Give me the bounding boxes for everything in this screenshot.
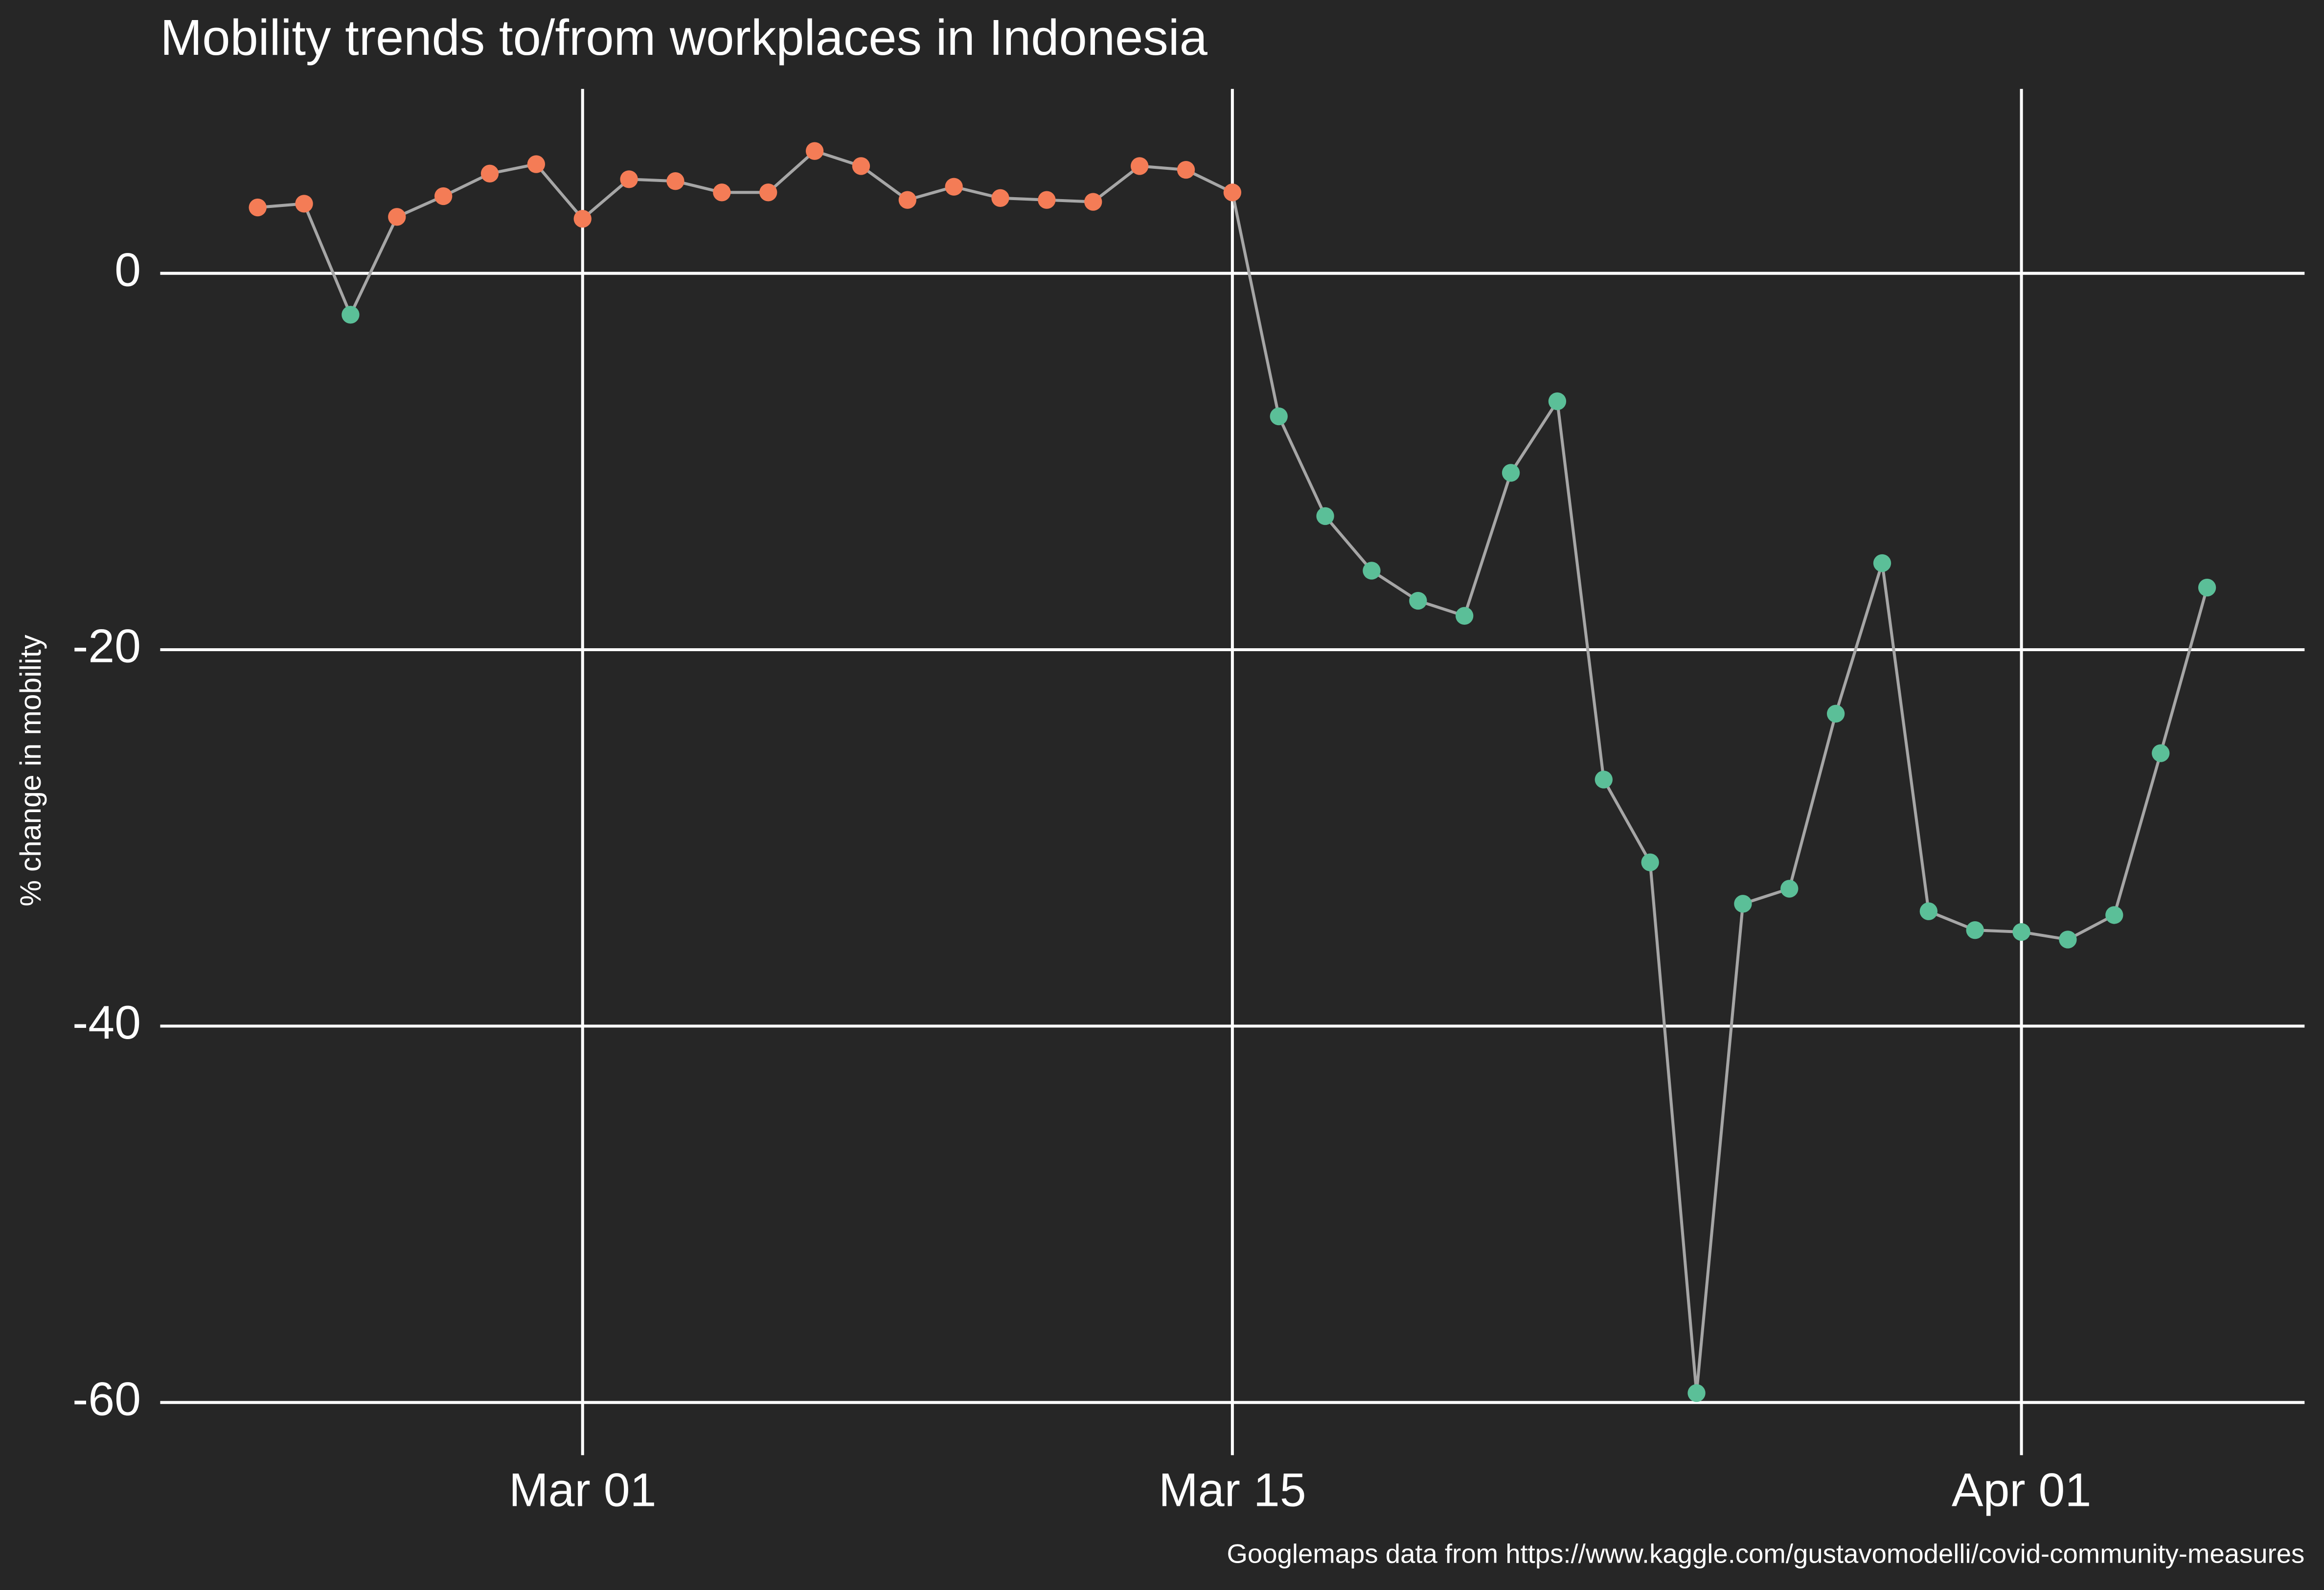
data-point — [1177, 160, 1195, 179]
data-point — [1223, 183, 1242, 202]
data-point — [1038, 191, 1056, 209]
data-point — [898, 191, 916, 209]
data-point — [1084, 193, 1102, 211]
y-tick-label: 0 — [114, 243, 141, 296]
data-point — [2105, 906, 2123, 924]
data-point — [991, 189, 1009, 207]
data-point — [1966, 921, 1984, 939]
data-point — [1409, 591, 1427, 610]
data-point — [1548, 392, 1567, 410]
data-point — [249, 198, 267, 217]
data-point — [852, 157, 870, 175]
data-point — [713, 183, 731, 202]
data-point — [2152, 744, 2170, 762]
data-point — [1641, 853, 1659, 871]
data-point — [1363, 562, 1381, 580]
x-tick-label: Mar 15 — [1159, 1463, 1306, 1517]
data-point — [342, 306, 360, 324]
data-point — [1595, 771, 1613, 789]
data-point — [1316, 507, 1334, 525]
caption: Googlemaps data from https://www.kaggle.… — [1227, 1539, 2305, 1569]
data-point — [2198, 578, 2216, 597]
data-point — [1780, 880, 1799, 898]
y-tick-label: -40 — [72, 996, 141, 1049]
x-tick-label: Mar 01 — [509, 1463, 657, 1517]
data-point — [1873, 554, 1891, 572]
data-point — [620, 170, 638, 188]
chart-title: Mobility trends to/from workplaces in In… — [160, 9, 1208, 66]
data-point — [1826, 704, 1845, 723]
data-point — [805, 142, 824, 160]
x-tick-label: Apr 01 — [1952, 1463, 2092, 1517]
y-tick-label: -60 — [72, 1372, 141, 1425]
y-axis-label: % change in mobility — [14, 635, 47, 907]
data-point — [1687, 1384, 1706, 1402]
data-point — [1130, 157, 1149, 175]
data-point — [2059, 931, 2077, 949]
data-point — [2012, 923, 2030, 941]
data-point — [1734, 895, 1752, 913]
data-point — [480, 164, 499, 183]
data-point — [1919, 902, 1938, 920]
data-point — [945, 178, 963, 196]
data-point — [434, 187, 453, 205]
data-point — [295, 195, 313, 213]
data-point — [1270, 407, 1288, 426]
y-tick-label: -20 — [72, 619, 141, 673]
data-point — [573, 209, 592, 228]
data-point — [1502, 464, 1520, 482]
data-point — [527, 155, 546, 173]
data-point — [759, 183, 777, 202]
data-point — [666, 172, 684, 190]
data-point — [388, 208, 406, 226]
data-point — [1456, 607, 1474, 625]
